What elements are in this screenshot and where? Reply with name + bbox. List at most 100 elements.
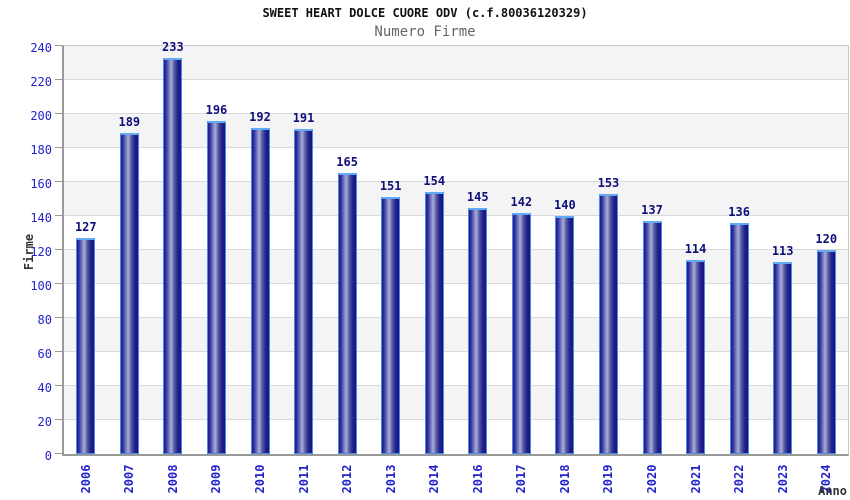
bar-value-label: 233 <box>162 40 184 54</box>
y-tick-label: 240 <box>30 41 52 55</box>
x-tick-label: 2008 <box>165 464 180 494</box>
y-tick-mark <box>55 113 62 114</box>
plot-area: 127 189 233 196 192 191 165 151 154 145 142 140 153 1… <box>55 40 849 456</box>
gridline <box>64 317 848 318</box>
bar-value-label: 165 <box>336 155 358 169</box>
gridline <box>64 181 848 182</box>
x-tick-label: 2023 <box>775 464 790 494</box>
y-tick-label: 40 <box>37 381 52 395</box>
y-tick-label: 0 <box>44 449 52 463</box>
x-tick-label: 2006 <box>78 464 93 494</box>
y-tick-mark <box>55 283 62 284</box>
gridline <box>64 79 848 80</box>
y-tick-label: 160 <box>30 177 52 191</box>
bar-value-label: 120 <box>815 232 838 246</box>
y-tick-mark <box>55 249 62 250</box>
bar <box>555 216 575 454</box>
gridline <box>64 283 848 284</box>
bar <box>729 223 749 454</box>
bar-value-label: 145 <box>466 190 489 204</box>
bar <box>816 250 836 454</box>
bar-value-label: 113 <box>771 244 794 258</box>
y-tick-mark <box>55 419 62 420</box>
x-tick-label: 2014 <box>427 464 442 494</box>
y-tick-mark <box>55 147 62 148</box>
bar <box>424 192 444 454</box>
plot-band <box>64 46 848 80</box>
gridline <box>64 351 848 352</box>
x-tick-label: 2017 <box>514 464 529 494</box>
bar-value-label: 151 <box>379 179 402 193</box>
y-tick-label: 180 <box>30 143 52 157</box>
y-tick-label: 140 <box>30 211 52 225</box>
bar <box>511 213 531 454</box>
bar <box>773 262 793 454</box>
y-tick-mark <box>55 215 62 216</box>
bar-value-label: 153 <box>597 176 620 190</box>
bar <box>598 194 618 454</box>
x-tick-label: 2009 <box>209 464 224 494</box>
y-tick-label: 100 <box>30 279 52 293</box>
x-tick-label: 2010 <box>253 464 267 494</box>
x-tick-label: 2018 <box>557 464 572 494</box>
y-tick-label: 120 <box>30 245 52 259</box>
bar-value-label: 189 <box>118 115 141 129</box>
x-tick-label: 2020 <box>645 464 659 494</box>
y-tick-mark <box>55 79 62 80</box>
plot-band <box>64 352 848 386</box>
bar-value-label: 136 <box>728 205 750 219</box>
bar <box>468 208 488 454</box>
bar <box>76 238 96 454</box>
gridline <box>64 215 848 216</box>
plot-band <box>64 318 848 352</box>
bar <box>119 133 139 454</box>
bar-value-label: 196 <box>205 103 228 117</box>
y-tick-mark <box>55 181 62 182</box>
gridline <box>64 385 848 386</box>
plot-band <box>64 284 848 318</box>
y-tick-label: 220 <box>30 75 52 89</box>
bar <box>206 121 226 454</box>
bar-value-label: 137 <box>641 203 663 217</box>
plot-band <box>64 386 848 420</box>
x-tick-label: 2019 <box>601 464 616 494</box>
plot-band <box>64 114 848 148</box>
y-tick-mark <box>55 45 62 46</box>
y-tick-mark <box>55 317 62 318</box>
x-tick-label: 2007 <box>122 464 137 494</box>
gridline <box>64 419 848 420</box>
bar <box>163 58 183 454</box>
x-tick-label: 2021 <box>688 464 703 494</box>
x-tick-label: 2013 <box>383 464 398 494</box>
gridline <box>64 249 848 250</box>
x-tick-label: 2011 <box>296 464 311 494</box>
x-tick-label: 2012 <box>340 464 355 494</box>
y-tick-mark <box>55 385 62 386</box>
y-tick-mark <box>55 453 62 454</box>
y-tick-label: 20 <box>37 415 52 429</box>
gridline <box>64 147 848 148</box>
plot-band <box>64 80 848 114</box>
bar-value-label: 191 <box>292 111 315 125</box>
y-tick-label: 200 <box>30 109 52 123</box>
y-axis: 0 20 40 60 80 100 120 140 160 180 200 220 240 <box>0 41 56 463</box>
bar-value-label: 140 <box>554 198 576 212</box>
x-axis-label: Anno <box>818 484 847 498</box>
x-tick-label: 2016 <box>470 464 485 494</box>
x-tick-label: 2022 <box>732 464 747 494</box>
plot-band <box>64 148 848 182</box>
plot-band <box>64 216 848 250</box>
bar-value-label: 127 <box>74 220 97 234</box>
plot-band <box>64 420 848 454</box>
chart-title: SWEET HEART DOLCE CUORE ODV (c.f.8003612… <box>262 6 588 20</box>
gridline <box>64 113 848 114</box>
y-axis-label: Firme <box>22 233 36 271</box>
bar <box>337 173 357 454</box>
bar <box>642 221 662 454</box>
bar <box>686 260 706 454</box>
bar <box>250 128 270 454</box>
chart-subtitle: Numero Firme <box>374 24 476 40</box>
bar <box>294 129 314 454</box>
y-tick-label: 60 <box>37 347 52 361</box>
